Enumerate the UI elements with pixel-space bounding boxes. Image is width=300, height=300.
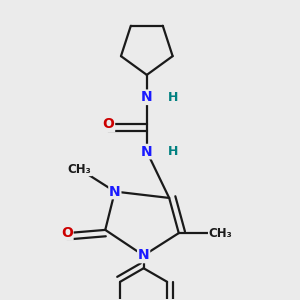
Text: O: O [103, 117, 114, 131]
Text: N: N [138, 248, 149, 262]
Text: O: O [61, 226, 73, 240]
Text: H: H [168, 91, 178, 104]
Text: H: H [168, 145, 178, 158]
Text: N: N [109, 184, 121, 199]
Text: CH₃: CH₃ [208, 226, 232, 240]
Text: CH₃: CH₃ [68, 163, 92, 176]
Text: N: N [141, 145, 153, 159]
Text: N: N [141, 90, 153, 104]
